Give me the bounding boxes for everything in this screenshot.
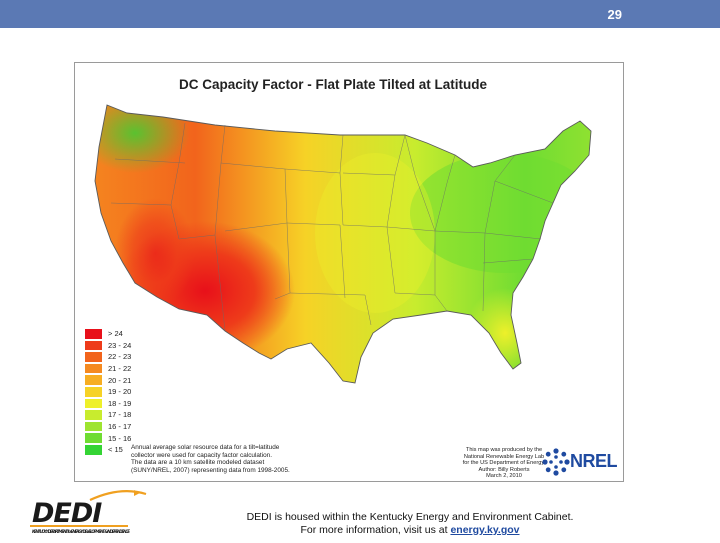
legend-label: 23 - 24: [108, 340, 132, 350]
legend-label: 19 - 20: [108, 387, 132, 397]
legend-swatch: [85, 398, 102, 409]
slide-number: 29: [607, 7, 622, 22]
footer-line-2: For more information, visit us at energy…: [200, 524, 620, 537]
legend-swatch: [85, 363, 102, 374]
legend-item: 22 - 23: [85, 351, 131, 363]
legend-item: < 15: [85, 444, 131, 456]
legend-label: 22 - 23: [108, 352, 132, 362]
legend-label: < 15: [108, 445, 123, 455]
nrel-sun-icon: [542, 448, 570, 476]
legend-item: > 24: [85, 328, 131, 340]
legend-item: 21 - 22: [85, 363, 131, 375]
legend-item: 19 - 20: [85, 386, 131, 398]
legend-item: 18 - 19: [85, 398, 131, 410]
nrel-logo: NREL: [541, 447, 621, 477]
slide-header-bar: 29: [0, 0, 720, 28]
legend-label: 18 - 19: [108, 398, 132, 408]
nrel-logo-text: NREL: [570, 451, 618, 471]
legend-label: 20 - 21: [108, 375, 132, 385]
legend-item: 15 - 16: [85, 432, 131, 444]
dedi-logo-text: DEDI: [32, 498, 102, 529]
map-legend: > 24 23 - 24 22 - 23 21 - 22 20 - 21 19 …: [85, 328, 131, 456]
energy-ky-gov-link[interactable]: energy.ky.gov: [450, 524, 520, 536]
legend-swatch: [85, 433, 102, 443]
legend-swatch: [85, 375, 102, 385]
legend-label: 15 - 16: [108, 433, 132, 443]
legend-label: 21 - 22: [108, 364, 132, 374]
legend-swatch: [85, 340, 102, 351]
legend-swatch: [85, 352, 102, 362]
legend-swatch: [85, 329, 102, 339]
footer-text: DEDI is housed within the Kentucky Energ…: [200, 511, 620, 537]
legend-item: 17 - 18: [85, 409, 131, 421]
legend-item: 23 - 24: [85, 340, 131, 352]
map-title: DC Capacity Factor - Flat Plate Tilted a…: [179, 77, 488, 92]
legend-swatch: [85, 386, 102, 397]
legend-label: > 24: [108, 329, 123, 339]
solar-map-figure: DC Capacity Factor - Flat Plate Tilted a…: [74, 62, 624, 482]
footer-line-1: DEDI is housed within the Kentucky Energ…: [246, 511, 574, 523]
data-source-note: Annual average solar resource data for a…: [131, 444, 290, 474]
dedi-logo: DEDI KENTUCKY DEPARTMENT for ENERGY DEVE…: [30, 488, 150, 538]
legend-swatch: [85, 421, 102, 432]
legend-item: 20 - 21: [85, 374, 131, 386]
legend-label: 16 - 17: [108, 422, 132, 432]
footer-line-2-prefix: For more information, visit us at: [300, 524, 451, 536]
author-credit-note: This map was produced by the National Re…: [462, 447, 546, 480]
legend-swatch: [85, 410, 102, 420]
us-capacity-factor-map: [94, 104, 592, 384]
legend-swatch: [85, 444, 102, 455]
dedi-logo-graphic: DEDI KENTUCKY DEPARTMENT for ENERGY DEVE…: [30, 489, 147, 534]
legend-item: 16 - 17: [85, 421, 131, 433]
legend-label: 17 - 18: [108, 410, 132, 420]
dedi-logo-subtext: KENTUCKY DEPARTMENT for ENERGY DEVELOPME…: [32, 529, 130, 534]
